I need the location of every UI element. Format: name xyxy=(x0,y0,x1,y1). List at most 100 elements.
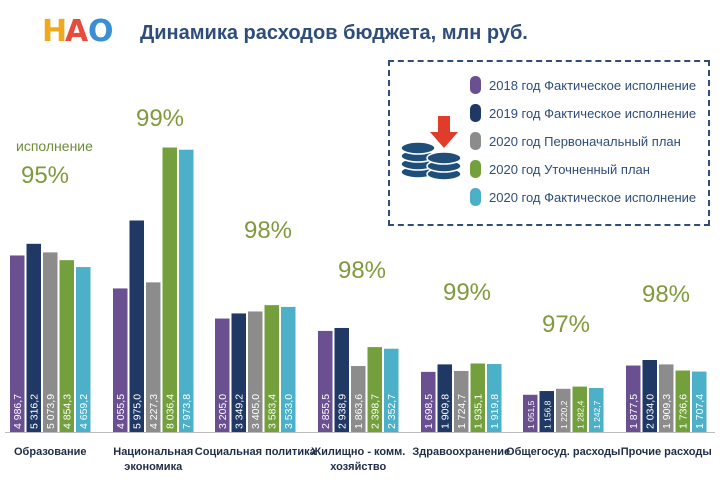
bar xyxy=(179,149,194,432)
bar-value-label: 1 919,8 xyxy=(489,394,501,429)
bar xyxy=(523,394,538,432)
legend-item: 2019 год Фактическое исполнение xyxy=(470,102,696,124)
bar xyxy=(367,347,382,432)
logo: Н А О xyxy=(38,8,118,54)
bar-value-label: 2 352,7 xyxy=(386,394,398,429)
bar xyxy=(437,364,452,432)
bar xyxy=(264,305,279,432)
bar-value-label: 1 877,5 xyxy=(628,394,640,429)
logo-letter-o: О xyxy=(88,14,114,49)
chart-title: Динамика расходов бюджета, млн руб. xyxy=(140,22,528,44)
bar xyxy=(162,147,177,432)
category-label: хозяйство xyxy=(330,461,386,473)
legend-item: 2018 год Фактическое исполнение xyxy=(470,74,696,96)
bar-value-label: 4 659,2 xyxy=(78,394,90,429)
bar-value-label: 5 975,0 xyxy=(131,394,143,429)
category-label: Здравоохранение xyxy=(412,446,510,458)
bar xyxy=(113,288,128,432)
bar xyxy=(59,260,74,432)
coins-icon xyxy=(400,116,462,181)
bar xyxy=(231,313,246,432)
category-label: Национальная xyxy=(113,446,193,458)
bar-value-label: 4 227,3 xyxy=(148,394,160,429)
bar xyxy=(351,366,366,432)
bar xyxy=(76,267,91,432)
bar xyxy=(487,364,502,432)
logo-letter-n: Н xyxy=(42,14,68,49)
bar xyxy=(215,318,230,432)
bar-value-label: 3 583,4 xyxy=(266,394,278,429)
bar xyxy=(589,388,604,432)
category-label: Общегосуд. расходы xyxy=(506,446,620,458)
legend-label: 2020 год Первоначальный план xyxy=(489,133,681,149)
bar xyxy=(692,371,707,432)
legend-label: 2020 год Фактическое исполнение xyxy=(489,189,697,205)
bar-value-label: 1 051,5 xyxy=(526,400,536,429)
bar-value-label: 4 986,7 xyxy=(12,394,24,429)
bar-value-label: 4 854,3 xyxy=(61,394,73,429)
bar xyxy=(384,348,399,432)
bar-value-label: 1 724,7 xyxy=(456,394,468,429)
bar xyxy=(470,363,485,432)
bar-value-label: 3 205,0 xyxy=(217,394,229,429)
category-label: Социальная политика xyxy=(195,446,317,458)
legend-label: 2018 год Фактическое исполнение xyxy=(489,77,697,93)
category-label: экономика xyxy=(124,461,183,473)
percent-label: 99% xyxy=(443,279,491,306)
category-label: Прочие расходы xyxy=(621,446,712,458)
legend-swatch xyxy=(470,132,481,150)
legend-item: 2020 год Уточненный план xyxy=(470,158,650,180)
bar xyxy=(318,330,333,432)
legend-item: 2020 год Первоначальный план xyxy=(470,130,681,152)
percent-label: 98% xyxy=(642,281,690,308)
bar xyxy=(421,371,436,432)
bar-value-label: 2 938,9 xyxy=(336,394,348,429)
legend-swatch xyxy=(470,104,481,122)
bar xyxy=(248,311,263,432)
bar-value-label: 1 156,8 xyxy=(542,400,552,429)
bar-value-label: 1 736,6 xyxy=(677,394,689,429)
legend-swatch xyxy=(470,160,481,178)
bar-value-label: 1 863,6 xyxy=(353,394,365,429)
bar-value-label: 3 405,0 xyxy=(250,394,262,429)
legend-item: 2020 год Фактическое исполнение xyxy=(470,186,696,208)
bar xyxy=(43,252,58,432)
bar-value-label: 1 909,8 xyxy=(439,394,451,429)
percent-label: 95% xyxy=(21,162,69,189)
bar xyxy=(572,386,587,432)
bar xyxy=(642,359,657,432)
percent-label: 98% xyxy=(244,217,292,244)
bar-value-label: 1 282,4 xyxy=(575,400,585,429)
bar-value-label: 7 973,8 xyxy=(181,394,193,429)
bar xyxy=(454,370,469,432)
bar-value-label: 2 398,7 xyxy=(369,394,381,429)
bar xyxy=(26,243,41,432)
bar-value-label: 5 073,9 xyxy=(45,394,57,429)
bar-value-label: 2 034,0 xyxy=(644,394,656,429)
bar-value-label: 3 533,0 xyxy=(283,394,295,429)
bar xyxy=(556,388,571,432)
bar-value-label: 5 316,2 xyxy=(28,394,40,429)
bar xyxy=(539,391,554,432)
bar-value-label: 4 055,5 xyxy=(115,394,127,429)
bar xyxy=(10,255,25,432)
percent-label: 98% xyxy=(338,257,386,284)
bar-value-label: 1 707,4 xyxy=(694,394,706,429)
bar xyxy=(281,306,296,432)
bar-value-label: 1 242,7 xyxy=(592,400,602,429)
bar-value-label: 3 349,2 xyxy=(233,394,245,429)
bar-value-label: 8 036,4 xyxy=(164,394,176,429)
legend: 2018 год Фактическое исполнение 2019 год … xyxy=(388,60,710,226)
category-label: Жилищно - комм. xyxy=(310,446,405,458)
bar-value-label: 1 909,3 xyxy=(661,394,673,429)
bar xyxy=(659,364,674,432)
percent-label: 99% xyxy=(136,105,184,132)
legend-label: 2019 год Фактическое исполнение xyxy=(489,105,697,121)
legend-label: 2020 год Уточненный план xyxy=(489,161,650,177)
bar-value-label: 1 698,5 xyxy=(423,394,435,429)
bar xyxy=(129,220,144,432)
bar xyxy=(146,282,161,432)
legend-swatch xyxy=(470,76,481,94)
bar xyxy=(334,327,349,432)
